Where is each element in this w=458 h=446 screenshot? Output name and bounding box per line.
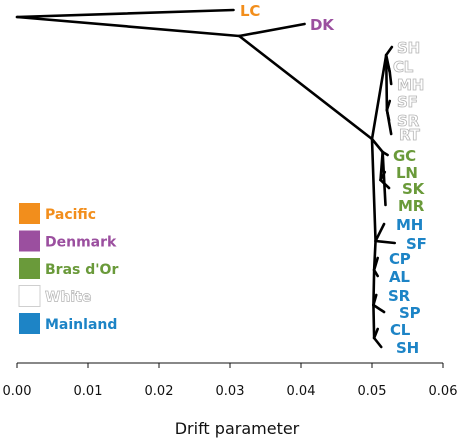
legend-label: White [45, 290, 91, 306]
tip-label-cp: CP [389, 250, 411, 268]
legend-label: Pacific [45, 207, 96, 223]
x-tick-label: 0.04 [287, 384, 316, 399]
x-axis-title: Drift parameter [175, 419, 300, 438]
tree-branch [237, 22, 306, 38]
tree-branch [370, 137, 384, 154]
tree-edges [15, 8, 397, 349]
legend-label: Mainland [45, 317, 117, 333]
x-tick-label: 0.00 [3, 384, 32, 399]
legend-swatch [19, 313, 40, 334]
x-tick-label: 0.03 [216, 384, 245, 399]
tip-label-sr: SR [397, 112, 420, 130]
legend-swatch [19, 203, 40, 224]
tip-label-cl: CL [393, 58, 414, 76]
tip-label-mh: MH [397, 76, 424, 94]
x-tick-label: 0.05 [358, 384, 387, 399]
legend-swatch [18, 285, 41, 307]
tree-branch [379, 178, 391, 190]
tip-label-cl: CL [390, 321, 411, 339]
tip-label-rt: RT [399, 126, 421, 144]
tree-branch [237, 34, 374, 141]
tree-branch [370, 53, 388, 141]
tip-label-sk: SK [402, 180, 426, 198]
x-tick-label: 0.06 [429, 384, 458, 399]
tree-branch [15, 15, 241, 38]
tree-branch [372, 336, 383, 349]
tree-branch [372, 327, 379, 340]
tree-branch [372, 268, 376, 307]
tip-label-sr: SR [388, 287, 411, 305]
tree-branch [15, 8, 235, 19]
tip-label-lc: LC [240, 2, 260, 20]
tree-branch [379, 170, 387, 182]
legend-label: Denmark [45, 235, 117, 251]
tree-branch [385, 99, 392, 112]
tip-label-gc: GC [393, 147, 416, 165]
legend-swatch [19, 258, 40, 279]
tree-branch [381, 150, 387, 207]
tip-label-al: AL [389, 268, 410, 286]
tree-branch [372, 256, 379, 272]
legend-label: Bras d'Or [45, 262, 118, 278]
x-tick-label: 0.02 [145, 384, 174, 399]
x-axis: 0.00 0.01 0.02 0.03 0.04 0.05 0.06 [3, 362, 458, 399]
tip-label-mr: MR [398, 197, 425, 215]
tip-label-mh: MH [396, 216, 423, 234]
tip-label-sh: SH [396, 339, 419, 357]
tip-label-sh: SH [397, 39, 420, 57]
tree-branch [385, 108, 393, 136]
tree-branch [372, 293, 378, 307]
legend-swatch [19, 230, 40, 252]
tree-branch [370, 137, 377, 243]
tree-branch [384, 53, 389, 112]
x-tick-label: 0.01 [74, 384, 103, 399]
tip-label-sp: SP [399, 304, 421, 322]
tree-branch [374, 222, 386, 243]
tree-branch [372, 303, 386, 314]
tree-branch [374, 239, 397, 245]
tip-label-ln: LN [396, 164, 418, 182]
tip-label-sf: SF [406, 235, 427, 253]
tree-branch [388, 70, 393, 86]
legend: Pacific Denmark Bras d'Or White Mainland [18, 203, 118, 334]
tip-label-dk: DK [310, 16, 335, 34]
tree-branch [384, 45, 394, 57]
tip-label-sf: SF [397, 93, 418, 111]
tree-branch [372, 303, 376, 340]
